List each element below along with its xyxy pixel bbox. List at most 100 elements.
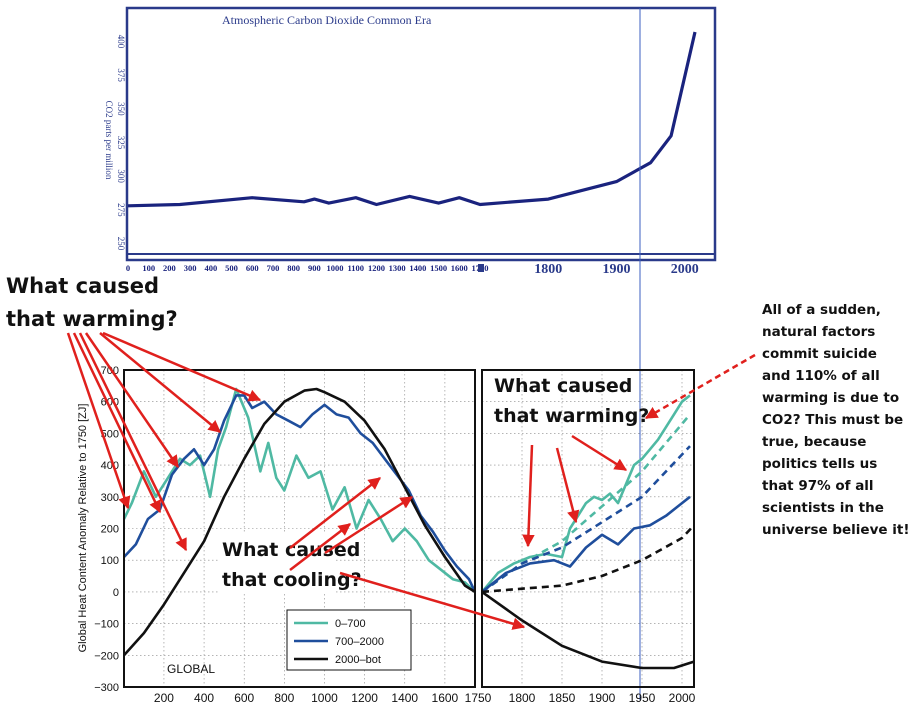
annotation-right-note: All of a sudden, natural factors commit … — [762, 302, 909, 538]
co2-x-tick-label: 1000 — [327, 263, 344, 273]
arrow-cooling-2 — [324, 495, 414, 555]
co2-y-tick-label: 250 — [116, 237, 126, 251]
co2-x-tick-label: 1500 — [430, 263, 447, 273]
annotation-left-warming: What caused that warming? — [6, 274, 178, 331]
co2-x-tick-label: 2000 — [671, 262, 699, 277]
co2-y-tick-label: 400 — [116, 35, 126, 49]
co2-x-tick-label: 600 — [246, 263, 259, 273]
arrow-mid-warming-1 — [522, 444, 535, 548]
right-series — [481, 394, 695, 670]
series-line-5 — [481, 524, 695, 594]
heat-x-tick-label: 1750 — [465, 691, 492, 705]
arrow-mid-warming-3 — [571, 434, 628, 472]
heat-y-tick-label: 500 — [101, 428, 119, 440]
co2-series-line — [127, 31, 697, 208]
co2-x-tick-label: 1800 — [534, 262, 562, 277]
co2-x-tick-label: 700 — [267, 263, 280, 273]
co2-y-tick-label: 300 — [116, 169, 126, 183]
annotation-cooling: What caused that cooling? — [218, 534, 362, 594]
right-x-ticks: 1800 1850 1900 1950 2000 — [509, 691, 696, 705]
heat-y-tick-label: 200 — [101, 524, 119, 536]
heat-x-tick-label: 1800 — [509, 691, 536, 705]
annotation-mid-warming-line1: What caused — [494, 375, 632, 397]
co2-x-tick-label: 1300 — [389, 263, 406, 273]
left-series — [122, 387, 477, 657]
arrow-note — [644, 353, 756, 420]
heat-x-tick-label: 1900 — [589, 691, 616, 705]
legend: 0–700 700–2000 2000–bot — [286, 609, 412, 671]
co2-y-tick-label: 350 — [116, 102, 126, 116]
arrow-cooling-4 — [339, 571, 526, 630]
series-line-3 — [481, 445, 691, 593]
arrow-warming-1 — [66, 332, 131, 510]
arrow-cooling-1 — [289, 477, 381, 549]
heat-x-tick-label: 200 — [154, 691, 174, 705]
legend-label-700-2000: 700–2000 — [335, 636, 384, 648]
co2-y-ticks: 250 275 300 325 350 375 400 — [116, 35, 126, 251]
heat-x-tick-label: 2000 — [669, 691, 696, 705]
left-frame — [123, 369, 476, 688]
note-line-4: and 110% of all — [762, 368, 880, 384]
heat-y-tick-label: 0 — [113, 587, 119, 599]
heat-y-tick-label: 300 — [101, 492, 119, 504]
co2-y-tick-label: 275 — [116, 203, 126, 217]
arrow-warming-4 — [84, 332, 180, 469]
heat-y-axis-label: Global Heat Content Anomaly Relative to … — [77, 404, 89, 653]
series-line-2 — [481, 495, 691, 593]
note-line-8: politics tells us — [762, 456, 877, 472]
annotation-cooling-bg — [218, 534, 336, 594]
co2-x-tick-label: 1100 — [347, 263, 364, 273]
heat-x-tick-label: 1950 — [629, 691, 656, 705]
co2-x-ticks: 0 100 200 300 400 500 600 700 800 900 1000 1100 1200… — [126, 262, 699, 277]
red-arrows — [66, 331, 756, 630]
co2-y-tick-label: 325 — [116, 136, 126, 150]
annotation-left-warming-line2: that warming? — [6, 307, 178, 331]
co2-y-tick-label: 375 — [116, 68, 126, 82]
annotation-left-warming-line1: What caused — [6, 274, 159, 298]
co2-title: Atmospheric Carbon Dioxide Common Era — [222, 13, 432, 27]
co2-x-tick-label: 900 — [308, 263, 321, 273]
note-line-6: CO2? This must be — [762, 412, 903, 428]
co2-x-tick-label: 500 — [225, 263, 238, 273]
annotation-cooling-line2: that cooling? — [222, 569, 362, 591]
arrow-warming-6 — [102, 331, 262, 402]
arrow-cooling-3 — [289, 523, 351, 571]
note-line-2: natural factors — [762, 324, 875, 340]
heat-x-tick-label: 1000 — [311, 691, 338, 705]
heat-x-tick-label: 1600 — [432, 691, 459, 705]
note-line-1: All of a sudden, — [762, 302, 881, 318]
heat-panel-right: 1800 1850 1900 1950 2000 — [481, 369, 696, 705]
co2-chart: Atmospheric Carbon Dioxide Common Era 25… — [104, 6, 717, 277]
co2-x-tick-label: 1400 — [409, 263, 426, 273]
co2-x-tick-label: 1600 — [451, 263, 468, 273]
note-line-3: commit suicide — [762, 346, 877, 362]
heat-x-tick-label: 1200 — [351, 691, 378, 705]
co2-x-tick-label: 100 — [142, 263, 155, 273]
co2-x-tick-label: 1900 — [603, 262, 631, 277]
annotation-cooling-line1: What caused — [222, 539, 360, 561]
right-frame — [481, 369, 695, 688]
arrow-warming-5 — [99, 332, 221, 433]
co2-x-tick-label: 300 — [184, 263, 197, 273]
note-line-10: scientists in the — [762, 500, 884, 516]
heat-x-tick-label: 600 — [234, 691, 254, 705]
annotation-mid-warming-line2: that warming? — [494, 405, 649, 427]
annotation-mid-warming: What caused that warming? — [494, 375, 649, 427]
heat-x-tick-label: 400 — [194, 691, 214, 705]
heat-x-tick-label: 1400 — [391, 691, 418, 705]
co2-frame — [125, 6, 717, 262]
arrow-warming-3 — [78, 332, 188, 552]
co2-x-tick-label: 800 — [287, 263, 300, 273]
global-label: GLOBAL — [167, 662, 215, 676]
legend-label-2000-bot: 2000–bot — [335, 654, 381, 666]
right-grid — [482, 370, 694, 687]
co2-y-axis-label: CO2 parts per million — [104, 101, 114, 180]
heat-y-tick-label: −100 — [94, 619, 119, 631]
heat-x-tick-label: 1850 — [549, 691, 576, 705]
note-line-9: that 97% of all — [762, 478, 874, 494]
co2-x-tick-label: 1200 — [368, 263, 385, 273]
heat-y-tick-label: −200 — [94, 650, 119, 662]
